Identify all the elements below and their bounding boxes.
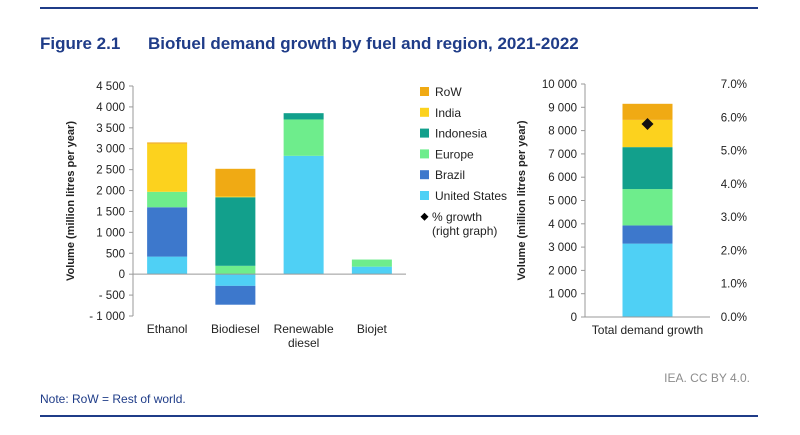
right-y-tick-label: 6 000 [548,172,577,184]
right-y2-tick-label: 1.0% [721,279,747,291]
legend-swatch-europe [420,149,429,159]
left-y-tick-label: 3 000 [96,144,125,156]
bar-segment-ethanol-united-states [147,256,188,275]
legend-diamond-marker [420,212,429,221]
left-x-category-label-renewable-diesel: Renewable diesel [274,322,334,350]
bar-segment-biodiesel-indonesia [215,197,256,266]
total-bar-segment-indonesia [622,147,673,190]
right-y2-tick-label: 3.0% [721,212,747,224]
bar-segment-biojet-united-states [351,266,392,275]
legend-swatch-indonesia [420,128,429,138]
figure-number: Figure 2.1 [40,34,121,53]
total-bar-segment-row [622,103,673,120]
right-y2-tick-label: 2.0% [721,245,747,257]
legend-swatch-row [420,87,429,96]
bar-segment-biodiesel-row [215,168,256,197]
credit-text: IEA. CC BY 4.0. [664,371,750,385]
bar-segment-renewable-diesel-indonesia [283,113,324,120]
bar-segment-biodiesel-brazil [215,285,256,305]
top-rule [40,7,758,9]
legend-swatch-brazil [420,170,429,180]
right-y2-tick-label: 4.0% [721,179,747,191]
bar-segment-ethanol-row [147,142,188,144]
legend-label-europe: Europe [435,147,474,161]
bar-segment-biojet-europe [351,259,392,267]
left-y-tick-label: 4 500 [96,81,125,93]
legend-swatch-united-states [420,191,429,200]
bar-segment-ethanol-europe [147,191,188,208]
legend-label-row: RoW [435,85,462,99]
total-bar-segment-europe [622,189,673,226]
legend-label-united-states: United States [435,189,507,203]
left-y-tick-label: 4 000 [96,102,125,114]
total-bar-segment-united-states [622,243,673,317]
right-y-tick-label: 9 000 [548,102,577,114]
left-y-tick-label: 1 000 [96,227,125,239]
left-y-tick-label: 2 000 [96,186,125,198]
total-bar-segment-brazil [622,225,673,244]
legend-label-indonesia: Indonesia [435,127,487,141]
right-y-tick-label: 10 000 [542,79,577,91]
right-y-tick-label: 1 000 [548,289,577,301]
legend-swatch-india [420,107,429,117]
legend-label-growth-line: % growth [432,210,482,224]
right-y-tick-label: 0 [571,312,577,324]
growth-percent-diamond [641,117,654,130]
right-y-tick-label: 8 000 [548,126,577,138]
figure-title-text: Biofuel demand growth by fuel and region… [148,34,579,53]
right-y2-tick-label: 5.0% [721,146,747,158]
right-x-category-label: Total demand growth [592,323,703,337]
left-y-tick-label: 0 [119,269,125,281]
right-y-tick-label: 7 000 [548,149,577,161]
note-text: Note: RoW = Rest of world. [40,392,186,406]
left-y-axis-title: Volume (million litres per year) [65,121,77,281]
legend-label-growth-line: (right graph) [432,224,497,238]
right-y-tick-label: 2 000 [548,265,577,277]
right-y2-tick-label: 0.0% [721,312,747,324]
bar-segment-biodiesel-india [215,196,256,198]
bar-segment-renewable-diesel-united-states [283,155,324,275]
right-y-tick-label: 5 000 [548,196,577,208]
right-y-tick-label: 4 000 [548,219,577,231]
bar-segment-ethanol-brazil [147,207,188,257]
bottom-rule [40,415,758,417]
right-y2-tick-label: 7.0% [721,79,747,91]
left-x-category-label-ethanol: Ethanol [147,322,188,336]
left-y-tick-label: 3 500 [96,123,125,135]
right-y2-tick-label: 6.0% [721,112,747,124]
legend-label-brazil: Brazil [435,168,465,182]
bar-segment-renewable-diesel-europe [283,119,324,156]
bar-segment-ethanol-india [147,143,188,192]
left-y-tick-label: 500 [106,248,125,260]
left-y-tick-label: - 1 000 [89,311,125,323]
legend-label-india: India [435,106,461,120]
left-y-tick-label: 1 500 [96,206,125,218]
bar-segment-biodiesel-europe [215,265,256,275]
left-x-category-label-biodiesel: Biodiesel [211,322,260,336]
bar-segment-biodiesel-united-states [215,274,256,286]
right-y-axis-title: Volume (million litres per year) [516,120,528,280]
left-y-tick-label: 2 500 [96,165,125,177]
left-x-category-label-biojet: Biojet [357,322,388,336]
left-y-tick-label: - 500 [99,290,125,302]
right-y-tick-label: 3 000 [548,242,577,254]
figure-title: Figure 2.1 Biofuel demand growth by fuel … [40,34,579,54]
